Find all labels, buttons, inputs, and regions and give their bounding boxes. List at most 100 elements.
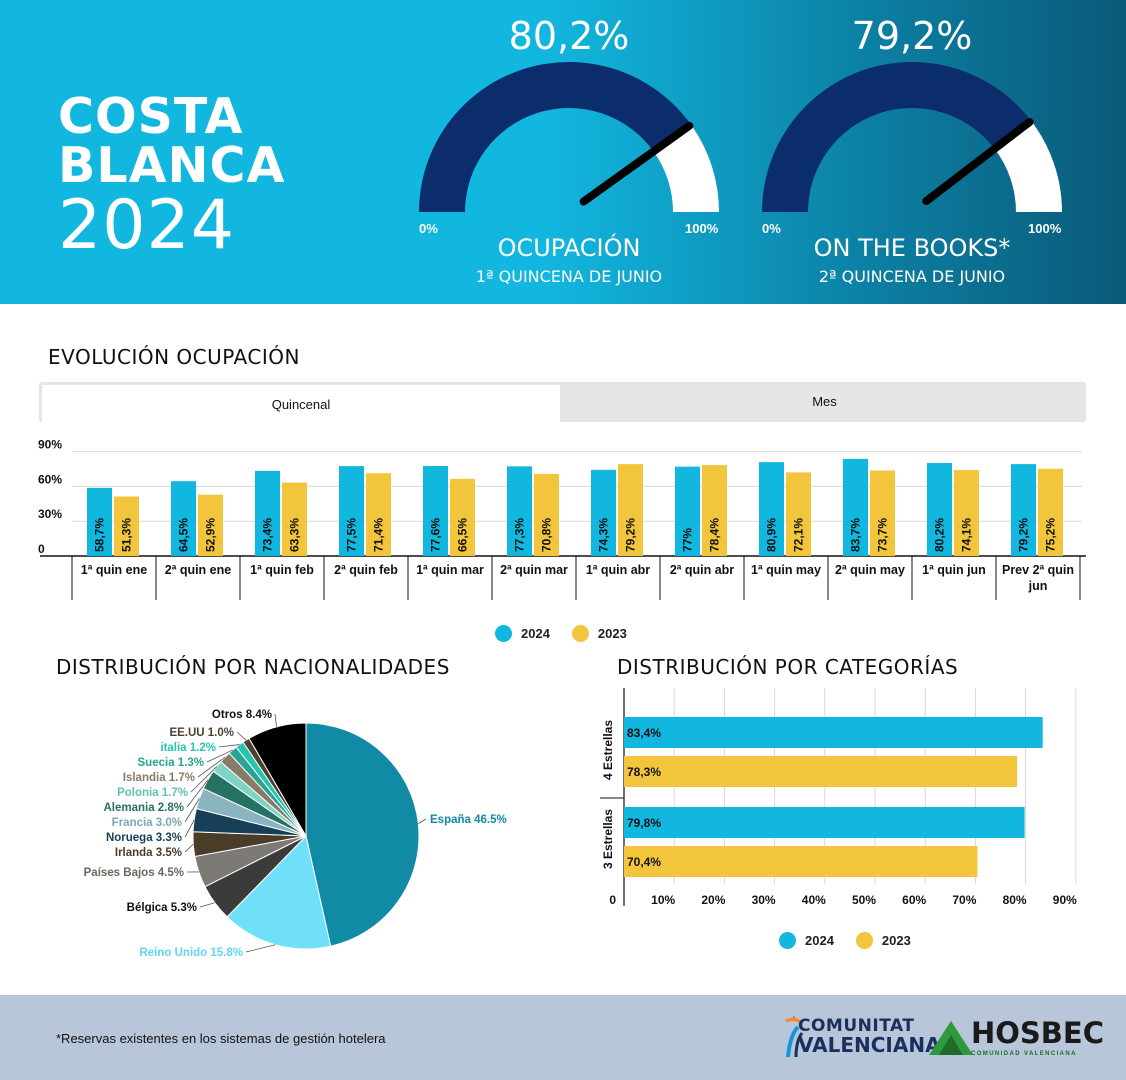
tab-mes[interactable]: Mes (812, 394, 837, 409)
hosbec-logo-subtext: COMUNIDAD VALENCIANA (971, 1051, 1077, 1057)
gauge-ocupacion: 80,2% 0% 100% OCUPACIÓN 1ª QUINCENA DE J… (409, 0, 729, 304)
x-tick-label: 0 (609, 893, 616, 907)
gauge-fill-arc (762, 61, 1032, 213)
data-label: 83,4% (627, 726, 661, 740)
x-tick-label: 1ª quin ene (81, 563, 147, 577)
legend-label-2023: 2023 (881, 933, 911, 948)
data-label-2024: 80,9% (765, 518, 779, 552)
cv-logo-line2: VALENCIANA (798, 1033, 941, 1057)
pie-leader-line (418, 818, 427, 824)
pie-slice-label: Francia 3.0% (112, 817, 182, 829)
gauge-remaining-arc (994, 120, 1062, 212)
gauge-max-label: 100% (1028, 221, 1062, 236)
x-tick-label: 20% (701, 893, 725, 907)
data-label: 79,8% (627, 816, 661, 830)
bar-2024 (171, 481, 196, 556)
data-label-2023: 72,1% (792, 518, 806, 552)
hosbec-logo-mark-icon (929, 1021, 973, 1055)
data-label-2023: 78,4% (708, 518, 722, 552)
data-label-2024: 77% (681, 528, 695, 552)
pie-slice-label: Alemania 2.8% (103, 802, 184, 814)
y-tick-label: 90% (38, 440, 62, 452)
footer: *Reservas existentes en los sistemas de … (0, 995, 1126, 1080)
data-label-2023: 73,7% (876, 518, 890, 552)
pie-slice-label: Bélgica 5.3% (127, 902, 197, 914)
data-label-2023: 52,9% (204, 518, 218, 552)
data-label-2024: 73,4% (261, 518, 275, 552)
legend-label-2023: 2023 (597, 626, 627, 641)
bar-2023 (786, 472, 811, 556)
bar-2023 (366, 473, 391, 556)
legend-item-2023: 2023 (855, 932, 911, 949)
header-banner: COSTA BLANCA 2024 80,2% 0% 100% OCUPACIÓ… (0, 0, 1126, 304)
evolution-title: EVOLUCIÓN OCUPACIÓN (48, 345, 300, 369)
footnote: *Reservas existentes en los sistemas de … (56, 1031, 386, 1046)
pie-slice-label: italia 1.2% (160, 742, 216, 754)
data-label-2023: 63,3% (288, 518, 302, 552)
gauge-needle (922, 118, 1034, 206)
data-label: 78,3% (627, 765, 661, 779)
data-label-2024: 83,7% (849, 518, 863, 552)
pie-leader-line (218, 744, 240, 748)
title-year: 2024 (58, 186, 236, 265)
gauge-title: OCUPACIÓN (497, 234, 641, 262)
bar-2023 (450, 478, 475, 556)
cv-logo-mark-icon (785, 1015, 804, 1058)
bar-2024 (423, 465, 448, 556)
x-tick-label: 1ª quin feb (250, 563, 314, 577)
pie-leader-line (186, 779, 209, 808)
data-label-2024: 74,3% (597, 518, 611, 552)
pie-slice-label: Reino Unido 15.8% (139, 947, 243, 959)
data-label-2023: 75,2% (1044, 518, 1058, 552)
evolution-legend: 2024 2023 (495, 625, 627, 642)
y-category-label: 4 Estrellas (601, 720, 615, 780)
pie-leader-line (197, 757, 226, 778)
x-tick-label: 2ª quin ene (165, 563, 231, 577)
data-label-2023: 51,3% (120, 518, 134, 552)
bar-2024 (675, 466, 700, 556)
pie-slice-label: Polonia 1.7% (117, 787, 188, 799)
bar-2023 (1038, 468, 1063, 556)
nationalities-title: DISTRIBUCIÓN POR NACIONALIDADES (56, 655, 450, 679)
bar-2024 (339, 466, 364, 556)
data-label-2024: 77,6% (429, 518, 443, 552)
legend-item-2024: 2024 (495, 625, 550, 642)
legend-label-2024: 2024 (805, 933, 834, 948)
data-label-2024: 58,7% (93, 518, 107, 552)
bar-2024 (624, 717, 1043, 748)
bar-2024 (255, 470, 280, 556)
legend-dot-2023 (571, 625, 589, 642)
pie-slice-label: Países Bajos 4.5% (84, 867, 184, 879)
y-tick-label: 0 (38, 542, 45, 556)
gauge-title: ON THE BOOKS* (813, 234, 1011, 262)
bar-2023 (954, 470, 979, 556)
data-label-2024: 77,5% (345, 518, 359, 552)
x-tick-label: 30% (752, 893, 776, 907)
nationalities-pie-chart: España 46.5% Reino Unido 15.8% Bélgica 5.3… (84, 709, 507, 959)
bar-2023 (870, 470, 895, 556)
bar-2024 (87, 487, 112, 556)
data-label-2024: 64,5% (177, 518, 191, 552)
x-tick-label: 2ª quin may (835, 563, 905, 577)
gauge-dial (419, 61, 719, 212)
data-label-2023: 71,4% (372, 518, 386, 552)
pie-slice-label: Irlanda 3.5% (115, 847, 182, 859)
gauge-fill-arc (419, 61, 691, 212)
pie-slice-label: Islandia 1.7% (123, 772, 195, 784)
pie-slice-label: Noruega 3.3% (106, 832, 182, 844)
y-tick-label: 60% (38, 472, 62, 486)
data-label-2024: 79,2% (1017, 518, 1031, 552)
gauge-min-label: 0% (419, 221, 438, 236)
tab-quincenal[interactable]: Quincenal (41, 384, 561, 422)
cv-logo-line1: COMUNITAT (798, 1016, 915, 1036)
bar-2023 (534, 473, 559, 556)
comunitat-valenciana-logo: COMUNITAT VALENCIANA (782, 1009, 941, 1061)
bar-2024 (507, 466, 532, 556)
bar-2023 (114, 496, 139, 556)
data-label-2023: 74,1% (960, 518, 974, 552)
x-tick-label: 70% (952, 893, 976, 907)
data-label: 70,4% (627, 855, 661, 869)
pie-leader-line (199, 902, 215, 908)
bar-2023 (198, 494, 223, 556)
x-tick-label: 60% (902, 893, 926, 907)
